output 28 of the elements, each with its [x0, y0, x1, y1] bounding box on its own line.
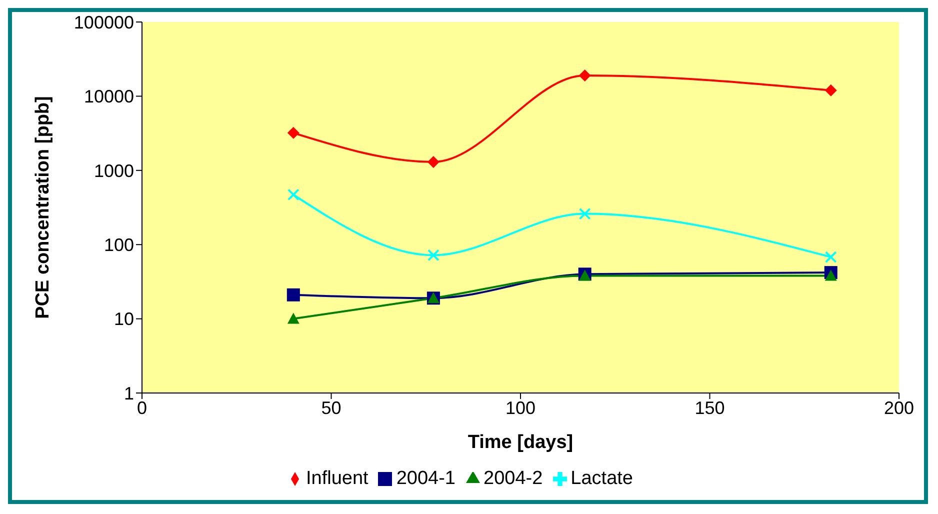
- point: [287, 312, 300, 324]
- legend-label: 2004-2: [484, 468, 543, 489]
- point: [824, 84, 837, 96]
- point: [286, 288, 300, 302]
- y-tick-label: 1000: [94, 160, 134, 181]
- x-tick-label: 50: [321, 398, 342, 418]
- y-tick-label: 10000: [84, 86, 134, 107]
- point: [578, 70, 591, 82]
- y-tick-label: 100: [104, 234, 134, 255]
- y-tick-label: 1: [124, 383, 134, 404]
- x-tick-label: 0: [136, 398, 148, 418]
- point: [427, 249, 440, 262]
- point: [287, 188, 300, 201]
- legend-label: Influent: [306, 468, 368, 489]
- x-tick-label: 150: [694, 398, 725, 418]
- point: [578, 208, 591, 220]
- legend-label: Lactate: [570, 468, 633, 489]
- x-tick-label: 100: [505, 398, 536, 418]
- y-axis-title: PCE concentration [ppb]: [32, 96, 54, 319]
- point: [824, 270, 837, 281]
- point: [427, 156, 440, 168]
- x-axis-title: Time [days]: [468, 432, 574, 453]
- point: [287, 126, 300, 139]
- x-tick-label: 200: [884, 398, 914, 418]
- y-tick-label: 100000: [74, 12, 134, 32]
- y-tick-label: 10: [114, 309, 134, 330]
- point: [824, 251, 837, 264]
- legend-label: 2004-1: [396, 468, 456, 489]
